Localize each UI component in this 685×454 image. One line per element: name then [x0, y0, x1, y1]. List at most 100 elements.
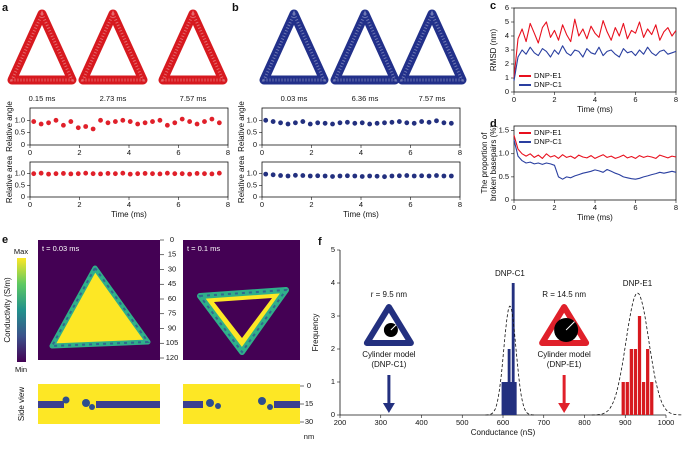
bar: [507, 349, 511, 415]
bar: [629, 349, 633, 415]
colorbar-max: Max: [14, 247, 28, 256]
y-tick-label: 1: [331, 377, 335, 386]
point: [209, 171, 215, 177]
point: [157, 117, 163, 123]
y-tick-label: 2: [331, 344, 335, 353]
point: [38, 170, 44, 176]
y-tick-label: 5: [331, 245, 335, 254]
y-tick-label: 0: [253, 140, 257, 149]
model-radius: [390, 324, 397, 331]
plot-frame: [261, 107, 461, 146]
x-tick-label: 1000: [658, 418, 675, 427]
point: [46, 120, 51, 126]
model-triangle: [363, 304, 414, 346]
point: [202, 171, 207, 177]
y-tick-label: 0: [505, 195, 509, 204]
point: [135, 171, 141, 177]
point: [202, 119, 207, 124]
y-tick-label: 0: [505, 87, 509, 96]
x-tick-label: 4: [593, 95, 597, 104]
map-triangle-hole: [214, 298, 272, 338]
y-axis-label: Relative angle: [237, 101, 246, 152]
point: [216, 120, 222, 126]
x-tick-label: 0: [512, 95, 516, 104]
point: [322, 120, 328, 126]
point: [270, 172, 276, 178]
snapshot-texture: [160, 10, 226, 82]
point: [112, 171, 118, 177]
point: [127, 171, 133, 177]
series-label: DNP-C1: [495, 269, 525, 278]
panel-label: a: [2, 2, 9, 14]
side-blob: [215, 403, 221, 409]
side-tick-label: 15: [305, 399, 313, 408]
point: [448, 120, 454, 126]
x-tick-label: 0: [28, 148, 32, 157]
side-membrane: [183, 401, 203, 408]
y-tick-label: 6: [505, 3, 509, 12]
point: [270, 119, 276, 124]
point: [396, 119, 402, 124]
bar: [503, 382, 507, 415]
map-tick-label: 0: [170, 235, 174, 244]
plot-frame: [29, 107, 229, 146]
point: [194, 121, 200, 127]
x-tick-label: 6: [176, 148, 180, 157]
arrow-head: [558, 403, 571, 413]
point: [120, 117, 126, 123]
point: [263, 171, 269, 177]
arrow-label: (DNP-E1): [547, 360, 582, 369]
point: [31, 171, 37, 177]
point: [90, 171, 96, 177]
point: [61, 171, 66, 176]
point: [209, 116, 215, 122]
point: [31, 119, 37, 124]
point: [157, 171, 163, 177]
x-tick-label: 200: [334, 418, 347, 427]
point: [352, 120, 358, 126]
point: [307, 173, 313, 179]
point: [61, 122, 66, 128]
point: [150, 171, 155, 177]
point: [293, 120, 298, 126]
point: [142, 171, 148, 176]
y-tick-label: 0.5: [499, 172, 509, 181]
colorbar-min: Min: [15, 365, 27, 374]
side-blob: [62, 396, 70, 404]
x-axis-label: Time (ms): [577, 105, 613, 114]
point: [426, 173, 432, 179]
snapshot-caption: 0.15 ms: [29, 94, 56, 103]
x-tick-label: 4: [593, 203, 597, 212]
y-tick-label: 3: [331, 311, 335, 320]
bar: [621, 382, 625, 415]
y-tick-label: 0.5: [247, 180, 257, 189]
y-tick-label: 0: [21, 192, 25, 201]
point: [441, 120, 447, 126]
bar: [513, 382, 517, 415]
point: [404, 120, 410, 126]
point: [98, 117, 103, 123]
point: [396, 173, 402, 179]
point: [164, 170, 170, 176]
y-axis-label: broken basepairs (%): [489, 125, 498, 201]
x-tick-label: 2: [77, 200, 81, 209]
x-tick-label: 8: [226, 148, 230, 157]
snapshot-caption: 2.73 ms: [100, 94, 127, 103]
panel-label: d: [490, 118, 497, 130]
map-tick-label: 45: [168, 279, 176, 288]
model-radius: [565, 321, 575, 331]
point: [53, 117, 59, 123]
line: [513, 135, 677, 159]
side-blob: [89, 404, 95, 410]
point: [135, 121, 141, 127]
snapshot-triangle: [397, 9, 467, 85]
arrow-head: [382, 403, 395, 413]
y-axis-label: Relative angle: [5, 101, 14, 152]
x-tick-label: 500: [456, 418, 469, 427]
point: [426, 119, 432, 125]
map-triangle-edge: [50, 266, 150, 348]
snapshot-texture: [80, 10, 146, 82]
y-tick-label: 4: [505, 31, 509, 40]
bar: [505, 382, 509, 415]
point: [382, 174, 387, 180]
